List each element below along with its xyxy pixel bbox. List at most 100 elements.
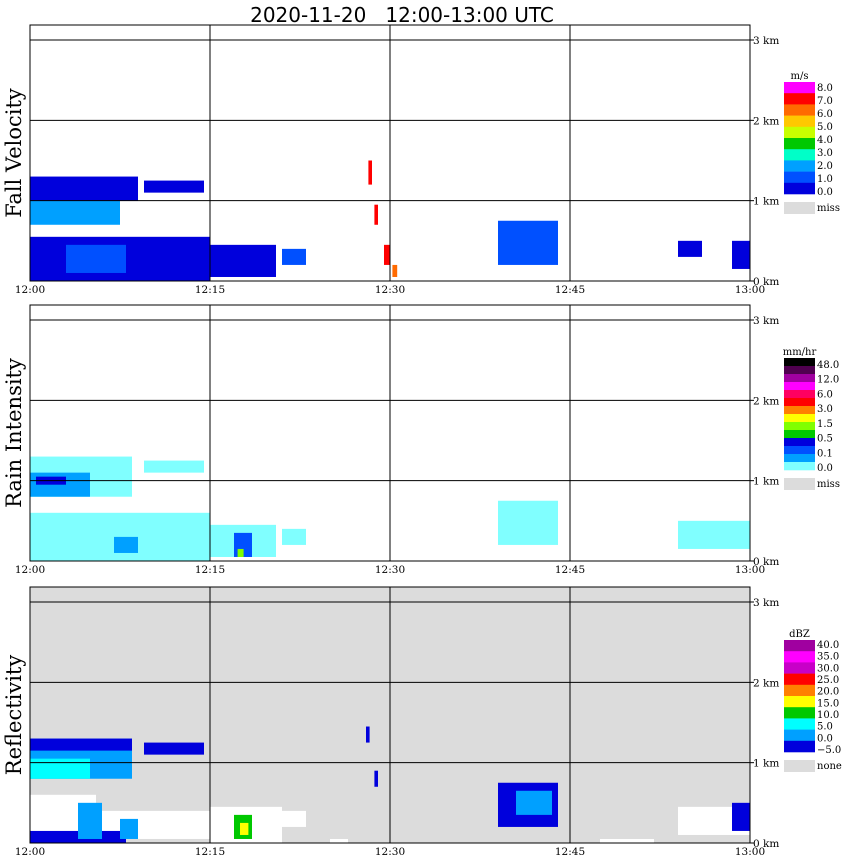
colorbar-cell	[784, 382, 815, 391]
colorbar-cell	[784, 446, 815, 455]
colorbar-label: 2.0	[817, 161, 833, 172]
colorbar-cell	[784, 182, 815, 195]
colorbar-cell	[784, 138, 815, 150]
panel-0: 0 km 1 km 2 km 3 km 12:00 12:15 12:30 12:45 13:0…	[2, 24, 840, 296]
colorbar-label: 5.0	[817, 722, 833, 733]
panel-label: Fall Velocity	[2, 88, 26, 218]
y-tick-label: 0 km	[753, 838, 779, 850]
colorbar-cell	[784, 740, 815, 753]
y-tick-label: 1 km	[753, 476, 779, 488]
data-region	[366, 726, 370, 743]
colorbar-unit: mm/hr	[783, 347, 817, 358]
x-tick-label: 12:00	[15, 284, 45, 296]
colorbar-label: 5.0	[817, 122, 833, 133]
data-region	[282, 810, 306, 827]
y-tick-label: 3 km	[753, 315, 779, 327]
data-region	[282, 528, 306, 545]
x-tick-label: 12:15	[195, 564, 225, 576]
colorbar-label: 0.5	[817, 434, 833, 445]
colorbar-label: 0.0	[817, 463, 833, 474]
colorbar-label: 1.5	[817, 419, 833, 430]
colorbar-cell	[784, 729, 815, 742]
colorbar-label: −5.0	[817, 745, 841, 756]
data-region	[374, 770, 378, 787]
data-region	[330, 838, 348, 843]
colorbar-label: 12.0	[817, 375, 839, 386]
data-region	[678, 240, 702, 257]
x-tick-label: 12:15	[195, 284, 225, 296]
y-tick-label: 3 km	[753, 597, 779, 609]
x-tick-label: 12:30	[375, 564, 405, 576]
data-region	[240, 822, 249, 835]
colorbar-label: 6.0	[817, 109, 833, 120]
x-tick-label: 12:15	[195, 846, 225, 858]
panels-layer: 0 km 1 km 2 km 3 km 12:00 12:15 12:30 12:45 13:0…	[2, 24, 842, 858]
panel-label: Rain Intensity	[2, 358, 26, 508]
y-tick-label: 2 km	[753, 395, 779, 407]
data-region	[384, 244, 390, 265]
colorbar-cell	[784, 406, 815, 415]
colorbar-label: 8.0	[817, 83, 833, 94]
colorbar-cell	[784, 171, 815, 184]
data-region	[30, 200, 120, 225]
colorbar-cell	[784, 438, 815, 447]
y-tick-label: 2 km	[753, 677, 779, 689]
x-tick-label: 13:00	[735, 284, 765, 296]
y-tick-label: 2 km	[753, 115, 779, 127]
colorbar-label: 10.0	[817, 710, 839, 721]
panel-label: Reflectivity	[2, 655, 26, 776]
colorbar-cell	[784, 454, 815, 463]
colorbar-cell	[784, 684, 815, 697]
data-region	[282, 248, 306, 265]
data-region	[114, 536, 138, 553]
colorbar-label: 20.0	[817, 687, 839, 698]
panel-1: 0 km 1 km 2 km 3 km 12:00 12:15 12:30 12:45 13:0…	[2, 304, 840, 576]
data-region	[144, 460, 204, 473]
plot-frame	[29, 304, 751, 562]
colorbar-label: 4.0	[817, 135, 833, 146]
colorbar-label: 35.0	[817, 652, 839, 663]
colorbar-cell	[784, 115, 815, 128]
data-region	[516, 790, 552, 815]
x-tick-label: 12:45	[555, 564, 585, 576]
x-tick-label: 12:45	[555, 846, 585, 858]
colorbar-label: 0.0	[817, 733, 833, 744]
colorbar-cell	[784, 462, 815, 471]
colorbar-cell	[784, 374, 815, 383]
data-region	[600, 838, 654, 843]
colorbar-unit: m/s	[791, 71, 809, 82]
colorbar-cell	[784, 358, 815, 367]
colorbar-label: 3.0	[817, 148, 833, 159]
data-region	[498, 500, 558, 545]
data-region	[144, 180, 204, 193]
colorbar-cell	[784, 696, 815, 708]
data-region	[374, 204, 378, 225]
data-region	[498, 220, 558, 265]
x-tick-label: 12:30	[375, 846, 405, 858]
data-region	[30, 176, 138, 201]
data-region	[392, 264, 398, 277]
x-tick-label: 12:00	[15, 564, 45, 576]
y-tick-label: 3 km	[753, 35, 779, 47]
panel-2: 0 km 1 km 2 km 3 km 12:00 12:15 12:30 12:45 13:0…	[2, 586, 842, 858]
x-tick-label: 12:00	[15, 846, 45, 858]
colorbar-label: 25.0	[817, 675, 839, 686]
data-region	[678, 520, 750, 549]
x-tick-label: 12:45	[555, 284, 585, 296]
data-region	[30, 758, 90, 779]
colorbar-cell	[784, 662, 815, 674]
colorbar-cell	[784, 640, 815, 652]
y-tick-label: 1 km	[753, 758, 779, 770]
data-region	[120, 818, 138, 839]
colorbar-label: 15.0	[817, 698, 839, 709]
colorbar-cell	[784, 430, 815, 439]
data-region	[30, 738, 132, 751]
plot-frame	[29, 586, 751, 844]
colorbar-label: 0.0	[817, 187, 833, 198]
data-region	[368, 160, 372, 185]
colorbar-cell	[784, 82, 815, 94]
colorbar-cell	[784, 390, 815, 399]
data-region	[237, 548, 244, 557]
colorbar-miss-swatch	[784, 478, 815, 490]
